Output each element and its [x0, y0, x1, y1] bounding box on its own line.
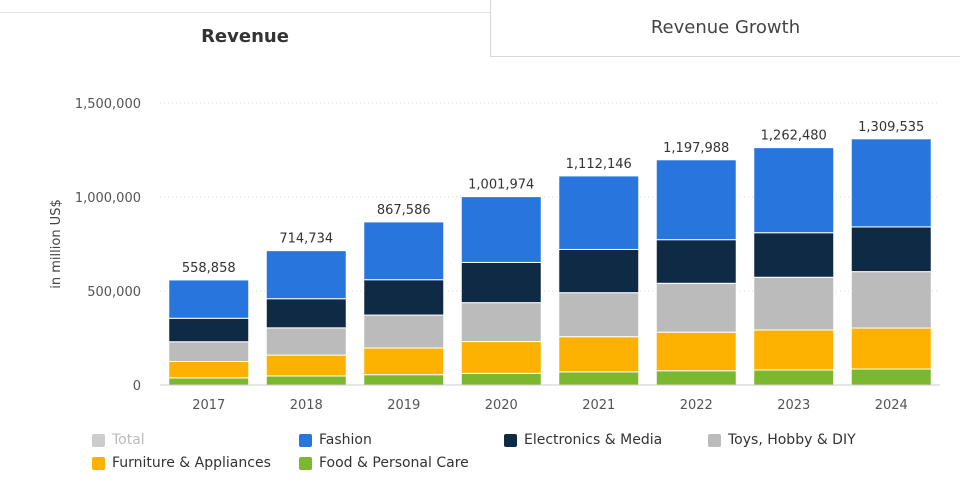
legend-swatch	[299, 456, 312, 470]
bar-segment	[168, 279, 250, 319]
bar-segment	[363, 314, 445, 349]
y-tick-label: 500,000	[87, 285, 141, 300]
x-tick-label: 2017	[192, 398, 225, 413]
bar-segment	[753, 329, 835, 371]
legend-swatch	[708, 433, 721, 447]
bar-total-label: 714,734	[279, 232, 333, 247]
bar-segment	[850, 226, 932, 273]
legend-swatch	[92, 433, 105, 447]
bar-segment	[460, 196, 542, 263]
bar-segment	[558, 248, 640, 294]
bar-segment	[850, 271, 932, 329]
bar-segment	[363, 374, 445, 386]
legend-swatch	[504, 433, 517, 447]
x-tick-label: 2019	[387, 398, 420, 413]
legend-label: Fashion	[319, 432, 372, 448]
bar-segment	[850, 368, 932, 386]
chart-tabs: Revenue Revenue Growth	[0, 0, 960, 59]
bar-total-label: 1,309,535	[858, 120, 924, 135]
bar-segment	[655, 239, 737, 284]
bar-total-label: 1,262,480	[761, 129, 827, 144]
bar-total-label: 558,858	[182, 261, 236, 276]
bar-segment	[363, 221, 445, 281]
bar-total-label: 1,112,146	[566, 157, 632, 172]
y-tick-label: 0	[133, 379, 141, 394]
bar-segment	[460, 302, 542, 343]
legend-item[interactable]: Electronics & Media	[504, 432, 662, 448]
bar-segment	[363, 279, 445, 316]
legend-swatch	[92, 456, 105, 470]
bar-segment	[460, 261, 542, 304]
legend-item[interactable]: Furniture & Appliances	[92, 455, 271, 471]
bar-segment	[753, 369, 835, 386]
bar-segment	[753, 147, 835, 234]
tab-revenue-growth[interactable]: Revenue Growth	[490, 0, 960, 57]
bar-segment	[363, 347, 445, 376]
bar-segment	[558, 371, 640, 386]
legend-label: Electronics & Media	[524, 432, 663, 448]
legend-item[interactable]: Total	[92, 432, 145, 448]
bar-segment	[168, 361, 250, 379]
legend-label: Food & Personal Care	[319, 455, 469, 471]
bar-segment	[558, 175, 640, 250]
bar-segment	[460, 372, 542, 386]
bar-segment	[655, 282, 737, 333]
x-tick-label: 2023	[777, 398, 810, 413]
y-axis-label: in million US$	[49, 199, 64, 288]
legend-label: Toys, Hobby & DIY	[728, 432, 856, 448]
legend-label: Total	[112, 432, 145, 448]
y-tick-label: 1,500,000	[75, 97, 141, 112]
x-tick-label: 2021	[582, 398, 615, 413]
bar-segment	[753, 276, 835, 331]
legend-label: Furniture & Appliances	[112, 455, 271, 471]
x-tick-label: 2018	[290, 398, 323, 413]
bar-total-label: 867,586	[377, 203, 431, 218]
bar-segment	[655, 370, 737, 386]
legend-item[interactable]: Toys, Hobby & DIY	[708, 432, 856, 448]
x-tick-label: 2020	[485, 398, 518, 413]
bar-segment	[265, 375, 347, 386]
bar-total-label: 1,001,974	[468, 178, 534, 193]
bar-segment	[558, 292, 640, 338]
bar-segment	[265, 250, 347, 300]
bar-segment	[655, 159, 737, 241]
legend-item[interactable]: Food & Personal Care	[299, 455, 469, 471]
legend-item[interactable]: Fashion	[299, 432, 372, 448]
bar-segment	[168, 341, 250, 363]
tab-revenue[interactable]: Revenue	[0, 12, 490, 59]
bar-segment	[265, 354, 347, 377]
bar-segment	[265, 298, 347, 329]
legend-swatch	[299, 433, 312, 447]
bar-segment	[850, 327, 932, 370]
bar-segment	[460, 341, 542, 374]
bar-segment	[168, 317, 250, 343]
y-tick-label: 1,000,000	[75, 191, 141, 206]
bar-segment	[753, 232, 835, 278]
x-tick-label: 2024	[875, 398, 908, 413]
bar-segment	[265, 327, 347, 356]
bar-segment	[655, 331, 737, 372]
bar-segment	[850, 138, 932, 228]
bar-segment	[168, 377, 250, 386]
x-tick-label: 2022	[680, 398, 713, 413]
bar-segment	[558, 336, 640, 373]
bar-total-label: 1,197,988	[663, 141, 729, 156]
stacked-bar-chart: 0 500,000 1,000,000 1,500,000 in million US$…	[49, 97, 940, 413]
